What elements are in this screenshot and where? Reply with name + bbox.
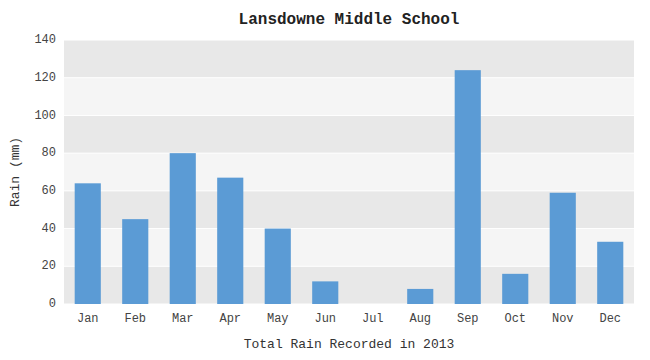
bar (597, 242, 623, 304)
y-tick-label: 0 (49, 297, 56, 311)
x-tick-label: Jul (362, 312, 384, 326)
x-tick-label: May (267, 312, 289, 326)
bar (455, 70, 481, 304)
grid-line (64, 266, 634, 267)
bar (407, 289, 433, 304)
bar (550, 193, 576, 304)
chart-svg: 0 20 40 60 80 100 120 140 Jan Feb Mar Apr May Jun Jul A… (0, 0, 650, 360)
bar (217, 178, 243, 304)
y-tick-label: 60 (42, 184, 56, 198)
chart-container: 0 20 40 60 80 100 120 140 Jan Feb Mar Apr May Jun Jul A… (0, 0, 650, 360)
grid-line (64, 40, 634, 41)
x-tick-label: Jun (314, 312, 336, 326)
grid-band (64, 191, 634, 229)
grid-band (64, 115, 634, 153)
grid (64, 40, 634, 304)
x-axis: Jan Feb Mar Apr May Jun Jul Aug Sep Oct Nov Dec (77, 312, 621, 326)
bar (75, 183, 101, 304)
grid-band (64, 266, 634, 304)
bars (75, 70, 624, 304)
y-tick-label: 120 (34, 71, 56, 85)
grid-line (64, 115, 634, 116)
y-axis-label: Rain (mm) (8, 137, 23, 207)
grid-line (64, 304, 634, 305)
x-tick-label: Dec (599, 312, 621, 326)
bar (502, 274, 528, 304)
y-tick-label: 20 (42, 259, 56, 273)
bar (122, 219, 148, 304)
grid-band (64, 40, 634, 78)
x-tick-label: Oct (504, 312, 526, 326)
x-tick-label: Jan (77, 312, 99, 326)
x-tick-label: Sep (457, 312, 479, 326)
x-tick-label: Apr (219, 312, 241, 326)
grid-line (64, 153, 634, 154)
x-tick-label: Mar (172, 312, 194, 326)
grid-line (64, 190, 634, 191)
y-tick-label: 80 (42, 146, 56, 160)
title: Lansdowne Middle School (239, 11, 460, 29)
grid-band (64, 229, 634, 267)
y-tick-label: 40 (42, 222, 56, 236)
grid-band (64, 78, 634, 116)
plot-background (64, 40, 634, 304)
x-axis-label: Total Rain Recorded in 2013 (244, 337, 455, 352)
x-tick-label: Nov (552, 312, 574, 326)
bar (312, 281, 338, 304)
grid-line (64, 228, 634, 229)
x-tick-label: Feb (124, 312, 146, 326)
y-axis: 0 20 40 60 80 100 120 140 (34, 33, 56, 311)
grid-line (64, 77, 634, 78)
bar (360, 304, 386, 305)
y-tick-label: 100 (34, 109, 56, 123)
x-tick-label: Aug (409, 312, 431, 326)
bar (170, 153, 196, 304)
bar (265, 229, 291, 304)
grid-band (64, 153, 634, 191)
y-tick-label: 140 (34, 33, 56, 47)
